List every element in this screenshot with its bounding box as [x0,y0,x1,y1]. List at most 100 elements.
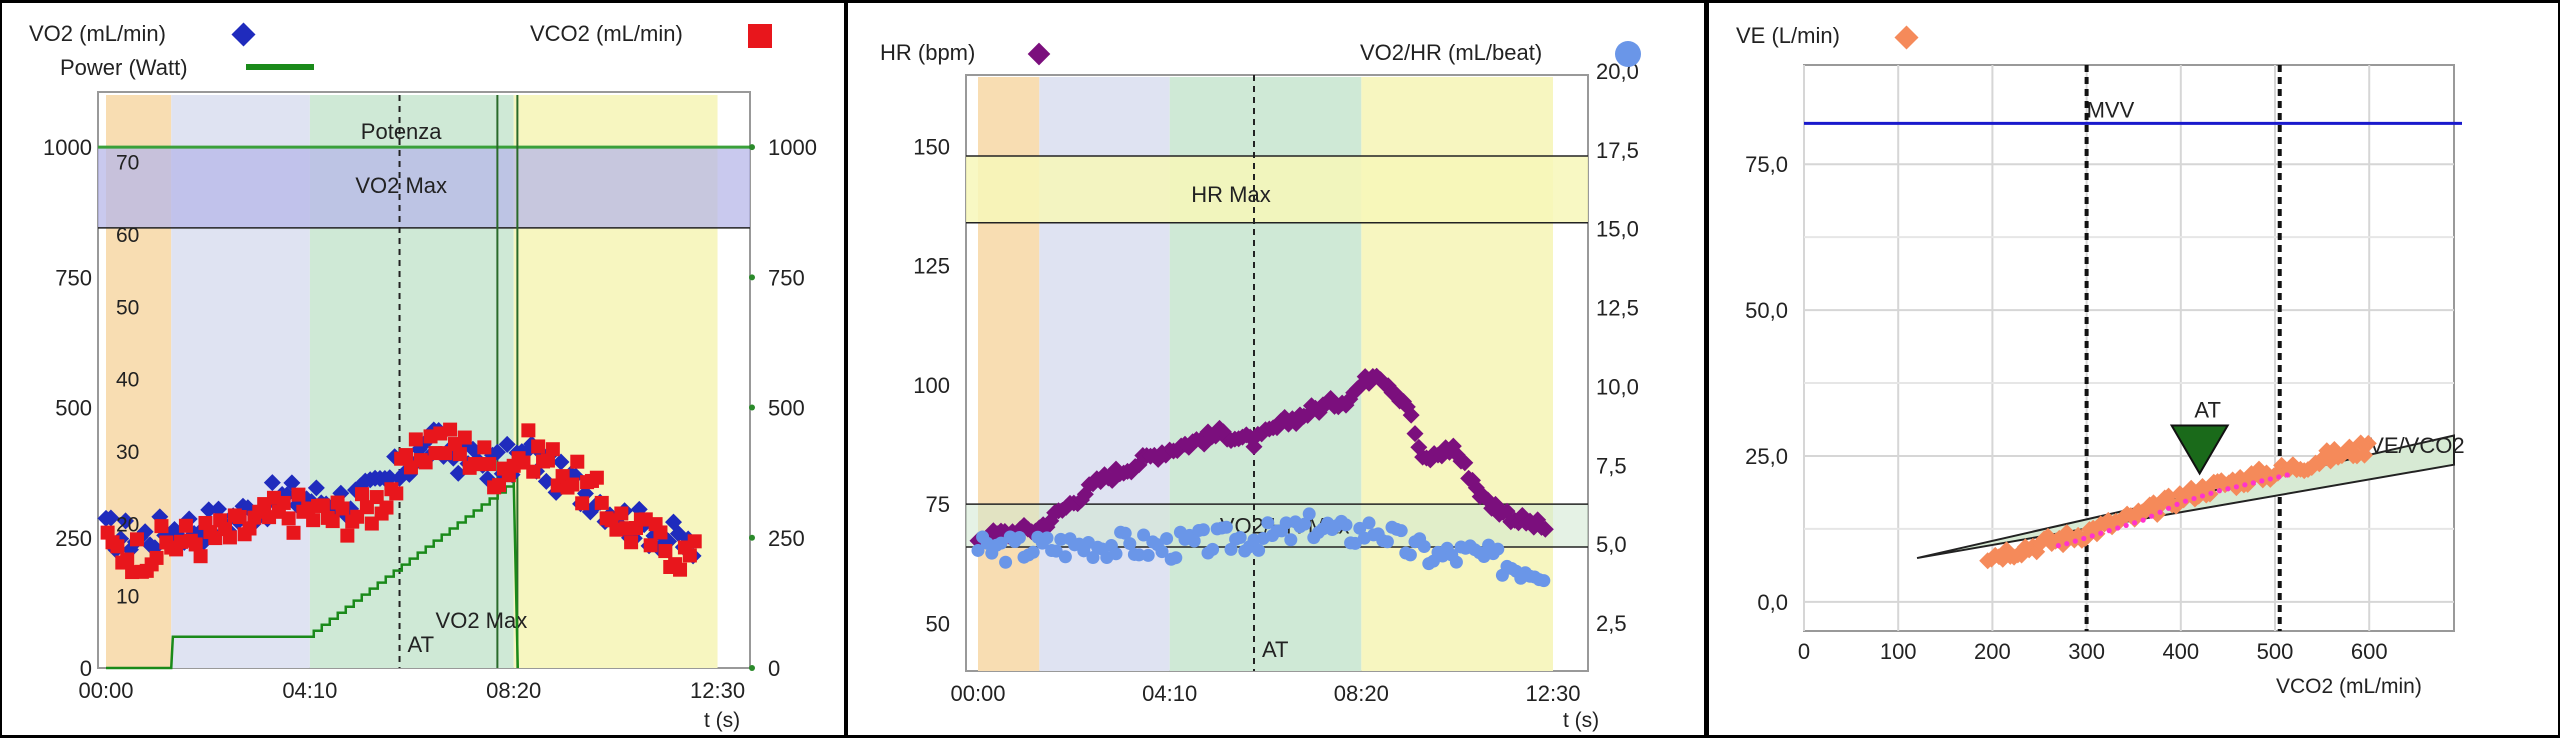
vco2-point [178,518,193,533]
vco2-point [457,430,472,445]
vco2-point [545,442,560,457]
vo2max-vline-label: VO2 Max [436,608,528,633]
p1-right-axis-dot [749,665,755,671]
vo2-point [449,464,467,482]
vo2hr-point [1284,533,1298,547]
vco2-point [340,528,355,543]
ve-fit-dot [2216,488,2223,494]
legend-vo2hr-marker [1615,41,1641,67]
vco2-point [482,457,497,472]
vo2-point [283,474,301,492]
p1-y-tick-label-right: 0 [768,656,780,681]
vco2-point [624,535,639,550]
vo2hr-point [1012,531,1026,545]
ve-fit-dot [2233,484,2239,490]
p2-background-layer [965,74,1589,672]
vco2-point [477,440,492,455]
p1-y-tick-label-left: 750 [55,265,92,290]
ve-vco2-chart: MVV VE/VCO2 AT 0 100 200 300 400 500 600 0,0 25,0 5… [1709,3,2558,735]
inner-scale-tick-label: 30 [116,441,139,464]
vco2-point [570,454,585,469]
vo2-point [200,501,218,519]
ve-fit-dot [2242,482,2248,488]
p3-axes: 0 100 200 300 400 500 600 0,0 25,0 50,0 75,0 [1745,152,2387,664]
ve-fit-dot [2259,478,2265,484]
p3-x-tick-label: 0 [1798,639,1810,664]
ve-fit-dot [2276,474,2282,480]
p3-x-tick-label: 200 [1974,639,2011,664]
p1-right-axis-dot [749,144,755,151]
p3-y-tick-label: 50,0 [1745,298,1788,323]
vo2hr-point [1491,542,1505,556]
legend-vo2hr-label: VO2/HR (mL/beat) [1360,40,1542,65]
vo2-point [210,500,228,518]
vco2-point [575,496,590,511]
p2-y-tick-label-left: 125 [913,254,950,279]
vco2-point [335,501,350,516]
p1-x-axis-label: t (s) [704,709,740,732]
p1-x-tick-label: 00:00 [78,678,133,703]
ve-vco2-label: VE/VCO2 [2369,433,2464,458]
p1-y-tick-label-right: 250 [768,526,805,551]
ve-chart-svg: MVV VE/VCO2 AT 0 100 200 300 400 500 600 0,0 25,0 5… [1736,23,2465,698]
vco2-point [154,519,169,534]
ve-fit-dot [2182,498,2189,504]
vo2-point [488,443,506,461]
vo2max-band [98,147,750,228]
vo2hr-point [1302,507,1316,521]
ve-fit-dot [2157,509,2163,515]
ve-fit-dot [2140,517,2146,523]
vo2hr-point [1394,524,1408,538]
vco2-point [120,552,135,567]
p2-x-tick-label: 04:10 [1142,681,1197,706]
p3-x-tick-label: 300 [2068,639,2105,664]
inner-scale-tick-label: 20 [116,513,139,536]
vco2-point [325,514,340,529]
legend-vco2-label: VCO2 (mL/min) [530,21,683,46]
p1-x-tick-label: 08:20 [486,678,541,703]
legend-vco2-marker [748,24,772,48]
vo2hr-point [1026,545,1040,559]
vco2-point [242,521,257,536]
ve-fit-dot [2055,543,2061,549]
p1-right-axis-dot [749,274,755,281]
hr-point [1536,520,1554,538]
ve-fit-dot [2191,495,2197,502]
vco2-point [540,453,555,468]
vo2hr-point [1362,516,1376,530]
p2-y-tick-label-right: 12,5 [1596,296,1639,321]
vco2-point [193,549,208,564]
ve-fit-dot [2064,541,2070,547]
p3-gridlines [1803,64,2455,632]
vco2-point [389,486,404,501]
vo2hr-point [1233,531,1247,545]
p2-x-tick-label: 00:00 [950,681,1005,706]
ve-fit-dot [2199,493,2206,499]
p1-background-layer [97,91,751,669]
vco2-point [687,534,702,549]
vo2hr-point [1537,574,1551,588]
ve-fit-dot [2132,520,2138,526]
vco2-point [276,495,291,510]
p2-axes: 50751001251502,55,07,510,012,515,017,520… [913,59,1639,706]
vco2-point [110,539,125,554]
vco2-point [673,562,688,577]
vo2hr-point [1449,555,1463,569]
vco2-point [682,548,697,563]
ve-fit-dot [2267,476,2273,482]
inner-scale-tick-label: 10 [116,586,139,609]
vo2hr-point [1219,520,1233,534]
legend-ve-label: VE (L/min) [1736,23,1840,48]
ve-fit-dot [2081,535,2087,542]
mvv-label: MVV [2087,97,2135,122]
vco2-point [408,432,423,447]
vco2-point [589,470,604,485]
p1-x-tick-label: 12:30 [690,678,745,703]
vco2-point [232,510,247,525]
ve-fit-dot [2089,533,2095,539]
p3-x-tick-label: 100 [1880,639,1917,664]
p1-y-tick-label-left: 500 [55,396,92,421]
legend-vo2-label: VO2 (mL/min) [29,21,166,46]
ve-fit-dot [2208,490,2214,496]
